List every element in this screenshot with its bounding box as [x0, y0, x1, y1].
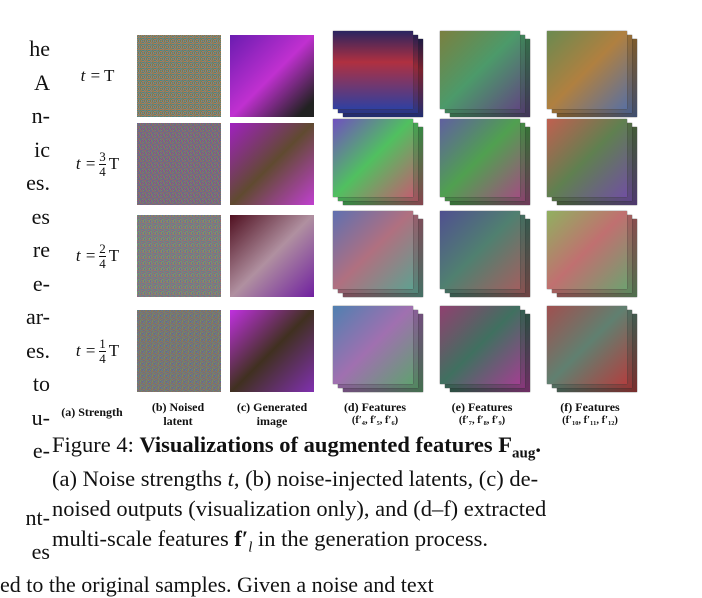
feature-map — [440, 306, 520, 384]
column-title: (a) Strength — [61, 405, 123, 419]
column-title: (b) Noised — [151, 400, 205, 414]
row-prefix: t = — [75, 341, 97, 360]
row-prefix: t = — [75, 154, 97, 173]
row-suffix: T — [108, 154, 120, 173]
text-fragment: ic — [34, 136, 50, 162]
row-label: t = 3 4 T — [60, 123, 135, 205]
generated-image — [230, 35, 314, 117]
feature-map — [547, 119, 627, 197]
text-fragment: u- — [31, 404, 50, 430]
feature-map — [547, 211, 627, 289]
generated-image — [230, 123, 314, 205]
noised-latent — [137, 123, 221, 205]
caption-text: multi-scale features — [52, 526, 235, 551]
text-fragment: ar- — [26, 304, 50, 329]
row-prefix: t = — [75, 246, 97, 265]
feature-map — [440, 211, 520, 289]
text-fragment: es — [31, 538, 50, 564]
denominator: 4 — [99, 255, 106, 271]
column-subtitle: latent — [163, 414, 193, 428]
column-label: (c) Generated image — [222, 400, 322, 428]
column-label: (d) Features (f′₄, f′₅, f′₆) — [325, 400, 425, 428]
text-fragment: es. — [26, 170, 50, 195]
column-title: (d) Features — [343, 400, 407, 414]
column-title: (c) Generated — [236, 400, 308, 414]
caption-line: multi-scale features f′l in the generati… — [52, 526, 488, 557]
caption-heading: Visualizations of augmented features F — [139, 432, 512, 457]
caption-title: Figure 4: Visualizations of augmented fe… — [52, 432, 541, 463]
caption-text: t — [227, 466, 234, 491]
row-suffix: T — [108, 246, 120, 265]
caption-text: (a) Noise strengths — [52, 466, 228, 491]
column-label: (b) Noised latent — [128, 400, 228, 428]
caption-text: l — [248, 539, 253, 556]
row-label: t = 2 4 T — [60, 215, 135, 297]
caption-text: , (b) noise-injected latents, (c) de- — [233, 466, 539, 491]
noised-latent — [137, 35, 221, 117]
column-subtitle: (f′₄, f′₅, f′₆) — [351, 415, 399, 426]
row-suffix: T — [104, 66, 115, 85]
denominator: 4 — [99, 163, 106, 179]
noised-latent — [137, 310, 221, 392]
numerator: 2 — [99, 240, 106, 257]
caption-text: noised outputs (visualization only), and… — [52, 496, 547, 521]
feature-map — [547, 306, 627, 384]
noised-latent — [137, 215, 221, 297]
feature-map — [547, 31, 627, 109]
generated-image — [230, 310, 314, 392]
text-fragment: n- — [31, 103, 50, 128]
text-fragment: es. — [26, 337, 50, 363]
feature-map — [333, 31, 413, 109]
denominator: 4 — [99, 350, 106, 366]
row-prefix: t = — [80, 66, 102, 85]
row-label: t = T — [60, 35, 135, 117]
caption-line: noised outputs (visualization only), and… — [52, 496, 546, 522]
column-label: (e) Features (f′₇, f′₈, f′₉) — [432, 400, 532, 428]
generated-image — [230, 215, 314, 297]
caption-text: f′ — [234, 526, 249, 551]
text-fragment: he — [29, 36, 50, 61]
text-fragment: re — [32, 237, 50, 262]
column-subtitle: (f′₇, f′₈, f′₉) — [458, 415, 506, 426]
caption-heading-sub: aug — [511, 445, 536, 462]
column-subtitle: (f′₁₀, f′₁₁, f′₁₂) — [562, 415, 618, 426]
caption-line: (a) Noise strengths t, (b) noise-injecte… — [52, 466, 538, 492]
feature-map — [333, 119, 413, 197]
text-fragment: es — [31, 203, 50, 229]
column-title: (e) Features — [451, 400, 513, 414]
text-fragment: e- — [32, 270, 50, 296]
row-suffix: T — [108, 341, 120, 360]
feature-map — [333, 306, 413, 384]
column-label: (a) Strength — [42, 405, 142, 419]
feature-map — [440, 119, 520, 197]
row-label: t = 1 4 T — [60, 310, 135, 392]
column-label: (f) Features (f′₁₀, f′₁₁, f′₁₂) — [540, 400, 640, 428]
body-text: ed to the original samples. Given a nois… — [0, 572, 434, 597]
feature-map — [440, 31, 520, 109]
caption-heading-end: . — [535, 432, 541, 457]
text-fragment: to — [32, 371, 50, 396]
numerator: 3 — [99, 148, 106, 165]
caption-label: Figure 4: — [52, 432, 134, 457]
column-title: (f) Features — [560, 400, 620, 414]
text-fragment: A — [34, 69, 50, 95]
numerator: 1 — [99, 335, 106, 352]
column-subtitle: image — [256, 414, 288, 428]
caption-text: in the generation process. — [252, 526, 488, 551]
feature-map — [333, 211, 413, 289]
text-fragment: nt- — [25, 505, 50, 530]
text-fragment: e- — [32, 438, 50, 463]
